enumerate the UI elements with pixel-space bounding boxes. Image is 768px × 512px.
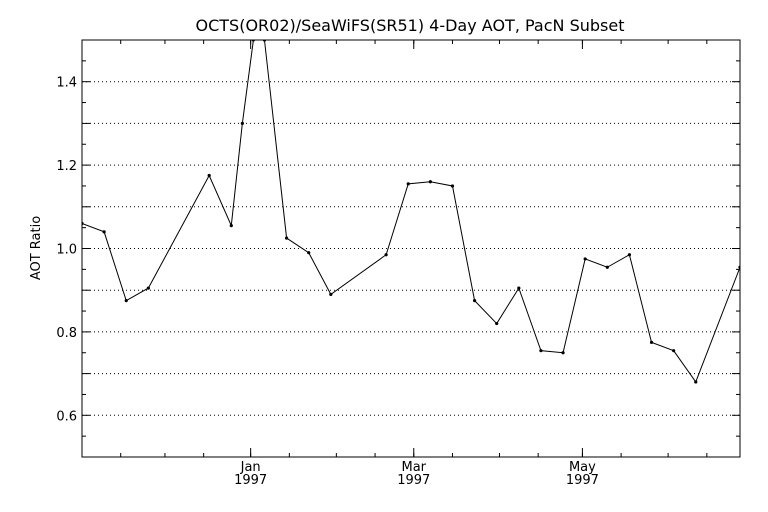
data-point: [207, 173, 211, 178]
y-tick-label: 0.8: [56, 326, 77, 341]
data-point: [605, 265, 609, 269]
y-tick-label: 1.0: [56, 243, 77, 258]
data-point: [229, 223, 233, 228]
y-tick-label: 1.2: [56, 159, 77, 174]
data-point: [561, 351, 565, 355]
data-point: [539, 349, 543, 353]
data-point: [649, 340, 654, 344]
plot-frame: [81, 39, 741, 458]
y-axis-title: AOT Ratio: [29, 216, 44, 280]
data-point: [583, 257, 587, 261]
data-point: [694, 380, 698, 384]
y-tick-label: 1.4: [56, 76, 77, 91]
x-tick-label-year: 1997: [397, 473, 430, 488]
grid-lines: [82, 81, 740, 416]
data-point: [329, 292, 333, 296]
data-point: [428, 180, 432, 184]
y-tick-label: 0.6: [56, 409, 77, 424]
data-point: [102, 230, 106, 234]
x-tick-label-year: 1997: [566, 473, 599, 488]
data-point: [307, 251, 311, 255]
series-line: [82, 40, 740, 383]
chart-title: OCTS(OR02)/SeaWiFS(SR51) 4-Day AOT, PacN…: [196, 16, 625, 35]
x-tick-label-month: Mar: [401, 460, 426, 475]
data-point: [672, 349, 676, 353]
x-tick-label-month: Jan: [240, 460, 261, 475]
data-point: [384, 253, 388, 257]
data-point: [627, 253, 632, 257]
data-point: [240, 121, 244, 125]
data-point: [284, 236, 289, 240]
data-point: [450, 184, 455, 188]
data-point: [495, 321, 499, 326]
x-tick-label-month: May: [569, 460, 596, 475]
data-point: [146, 286, 150, 290]
data-series: [82, 40, 740, 384]
data-point: [406, 182, 410, 186]
data-point: [472, 299, 477, 303]
x-tick-label-year: 1997: [234, 473, 267, 488]
data-point: [517, 286, 521, 290]
data-point: [124, 299, 128, 303]
